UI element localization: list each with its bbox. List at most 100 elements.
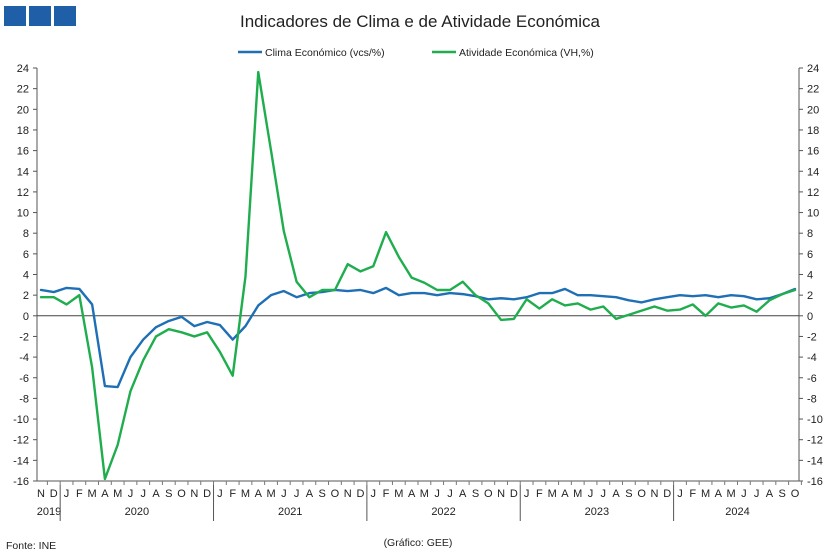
x-month-label: N xyxy=(190,488,198,500)
x-month-label: F xyxy=(536,488,543,500)
x-month-label: J xyxy=(434,488,440,500)
x-month-label: O xyxy=(637,488,646,500)
y-tick-label-left: -16 xyxy=(13,476,29,488)
y-tick-label-left: -2 xyxy=(19,331,29,343)
y-tick-label-right: 14 xyxy=(807,166,819,178)
x-month-label: J xyxy=(601,488,607,500)
y-tick-label-left: 22 xyxy=(17,84,29,96)
legend: Clima Económico (vcs/%) Atividade Económ… xyxy=(238,47,594,59)
y-tick-label-right: -10 xyxy=(807,414,823,426)
x-month-label: J xyxy=(588,488,594,500)
x-month-label: M xyxy=(113,488,122,500)
x-month-label: M xyxy=(548,488,557,500)
y-tick-label-left: -8 xyxy=(19,393,29,405)
series-line-clima-economico xyxy=(39,286,797,389)
x-year-label: 2020 xyxy=(125,506,149,518)
logo-square-3 xyxy=(54,6,76,26)
x-month-label: M xyxy=(701,488,710,500)
y-tick-label-right: 6 xyxy=(807,249,813,261)
x-month-label: D xyxy=(510,488,518,500)
y-tick-label-right: 4 xyxy=(807,270,813,282)
y-tick-label-right: 22 xyxy=(807,84,819,96)
x-month-label: J xyxy=(741,488,747,500)
y-tick-label-left: 24 xyxy=(17,63,29,75)
x-month-label: J xyxy=(447,488,453,500)
x-month-label: J xyxy=(754,488,760,500)
y-tick-label-left: 16 xyxy=(17,146,29,158)
x-year-label: 2023 xyxy=(585,506,609,518)
y-tick-label-right: 24 xyxy=(807,63,819,75)
x-month-label: A xyxy=(715,488,723,500)
y-tick-label-right: 12 xyxy=(807,187,819,199)
x-month-label: A xyxy=(561,488,569,500)
y-tick-label-left: 10 xyxy=(17,208,29,220)
y-tick-label-left: -4 xyxy=(19,352,29,364)
x-month-label: M xyxy=(573,488,582,500)
x-month-label: J xyxy=(217,488,223,500)
y-tick-label-right: 2 xyxy=(807,290,813,302)
x-month-label: N xyxy=(497,488,505,500)
x-month-label: N xyxy=(37,488,45,500)
y-tick-label-left: -6 xyxy=(19,373,29,385)
x-month-label: M xyxy=(420,488,429,500)
y-tick-label-right: 16 xyxy=(807,146,819,158)
x-month-label: A xyxy=(612,488,620,500)
plot-lines xyxy=(39,70,797,481)
y-tick-label-right: -4 xyxy=(807,352,817,364)
x-month-label: S xyxy=(318,488,325,500)
graph-credit: (Gráfico: GEE) xyxy=(384,537,453,549)
y-tick-label-left: 20 xyxy=(17,104,29,116)
x-month-label: M xyxy=(88,488,97,500)
x-month-label: S xyxy=(779,488,786,500)
x-month-label: J xyxy=(128,488,134,500)
x-month-label: F xyxy=(76,488,83,500)
y-tick-label-left: 0 xyxy=(23,311,29,323)
x-month-label: J xyxy=(64,488,70,500)
y-tick-label-left: 8 xyxy=(23,228,29,240)
x-year-label: 2022 xyxy=(431,506,455,518)
x-month-label: D xyxy=(663,488,671,500)
logo-square-1 xyxy=(4,6,26,26)
y-tick-label-right: 20 xyxy=(807,104,819,116)
y-tick-label-right: -12 xyxy=(807,435,823,447)
series-line-atividade-economica xyxy=(39,70,797,481)
x-month-label: J xyxy=(140,488,146,500)
axes: -16 -16 -14 -14 -12 -12 -10 -10 -8 -8 -6 -6 -4 -4 -2 -2… xyxy=(13,63,823,521)
x-month-label: O xyxy=(177,488,186,500)
legend-label-atividade: Atividade Económica (VH,%) xyxy=(459,47,594,59)
x-month-label: A xyxy=(152,488,160,500)
x-month-label: N xyxy=(650,488,658,500)
y-tick-label-right: -6 xyxy=(807,373,817,385)
y-tick-label-right: 0 xyxy=(807,311,813,323)
y-tick-label-right: 8 xyxy=(807,228,813,240)
y-tick-label-right: -2 xyxy=(807,331,817,343)
x-month-label: O xyxy=(791,488,800,500)
x-year-label: 2019 xyxy=(37,506,61,518)
x-month-label: A xyxy=(306,488,314,500)
x-year-label: 2024 xyxy=(725,506,749,518)
x-month-label: A xyxy=(255,488,263,500)
x-month-label: F xyxy=(689,488,696,500)
legend-label-clima: Clima Económico (vcs/%) xyxy=(265,47,385,59)
y-tick-label-left: 14 xyxy=(17,166,29,178)
y-tick-label-left: -14 xyxy=(13,455,29,467)
y-tick-label-right: -14 xyxy=(807,455,823,467)
y-tick-label-right: 18 xyxy=(807,125,819,137)
x-month-label: M xyxy=(727,488,736,500)
y-tick-label-left: 6 xyxy=(23,249,29,261)
x-month-label: F xyxy=(383,488,390,500)
source-note: Fonte: INE xyxy=(6,540,56,552)
x-month-label: A xyxy=(766,488,774,500)
x-month-label: A xyxy=(459,488,467,500)
x-month-label: M xyxy=(266,488,275,500)
x-month-label: J xyxy=(294,488,300,500)
y-tick-label-left: -12 xyxy=(13,435,29,447)
x-month-label: J xyxy=(524,488,530,500)
x-month-label: O xyxy=(484,488,493,500)
y-tick-label-left: 2 xyxy=(23,290,29,302)
y-tick-label-left: 12 xyxy=(17,187,29,199)
x-year-label: 2021 xyxy=(278,506,302,518)
x-month-label: A xyxy=(408,488,416,500)
x-month-label: M xyxy=(394,488,403,500)
